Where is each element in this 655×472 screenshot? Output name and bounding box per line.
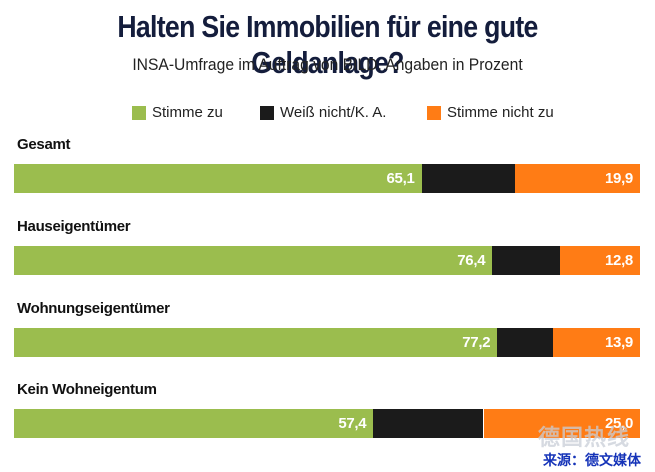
legend-label-agree: Stimme zu [152,104,223,121]
watermark: 德国热线 [538,426,631,451]
source-note: 来源：德文媒体 [543,453,641,469]
legend-item-dont-know: Weiß nicht/K. A. [260,104,386,121]
bar-segment-agree: 77,2 [14,328,498,357]
bar-segment-disagree: 13,9 [552,328,640,357]
row-label: Hauseigentümer [17,218,131,235]
data-label-agree: 77,2 [462,334,491,351]
bar-row: 76,4 12,8 [14,246,640,275]
data-label-agree: 65,1 [386,170,415,187]
bar-segment-disagree: 12,8 [559,246,640,275]
legend-swatch-disagree [427,105,441,120]
bar-segment-dont-know [373,409,484,438]
legend-swatch-agree [132,105,146,120]
legend-label-dont-know: Weiß nicht/K. A. [280,104,387,121]
bar-segment-agree: 65,1 [14,164,422,193]
data-label-agree: 76,4 [457,252,486,269]
data-label-agree: 57,4 [338,415,367,432]
bar-segment-agree: 76,4 [14,246,493,275]
row-label: Kein Wohneigentum [17,381,157,398]
chart-subtitle: INSA-Umfrage im Auftrag von BILD. Angabe… [132,55,523,74]
bar-segment-dont-know [492,246,560,275]
row-label: Wohnungseigentümer [17,300,170,317]
data-label-disagree: 19,9 [604,170,633,187]
data-label-disagree: 13,9 [604,334,633,351]
data-label-disagree: 12,8 [604,252,633,269]
bar-segment-agree: 57,4 [14,409,374,438]
legend-item-disagree: Stimme nicht zu [427,104,554,121]
bar-segment-dont-know [497,328,553,357]
legend-label-disagree: Stimme nicht zu [447,104,554,121]
chart-title: Halten Sie Immobilien für eine gute Geld… [117,9,538,80]
bar-segment-disagree: 25,0 [483,409,640,438]
legend-swatch-dont-know [260,105,274,120]
bar-segment-dont-know [421,164,516,193]
bar-row: 77,2 13,9 [14,328,640,357]
bar-row: 57,4 25,0 [14,409,640,438]
bar-row: 65,1 19,9 [14,164,640,193]
legend-item-agree: Stimme zu [132,104,223,121]
data-label-disagree: 25,0 [605,415,633,432]
row-label: Gesamt [17,136,71,153]
bar-segment-disagree: 19,9 [515,164,640,193]
